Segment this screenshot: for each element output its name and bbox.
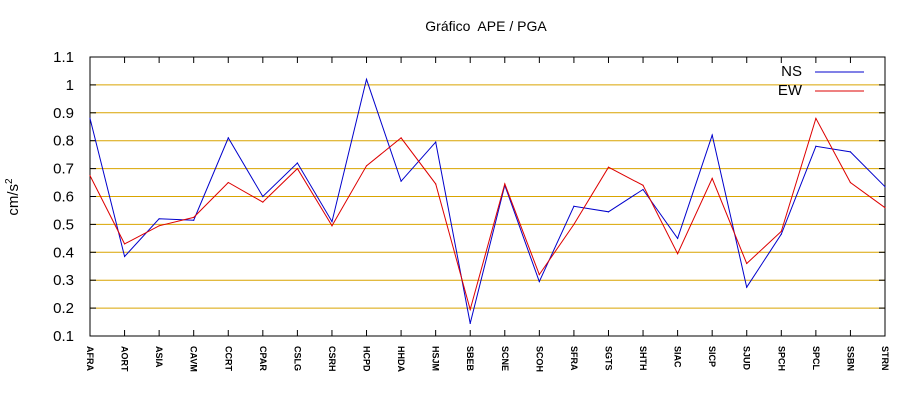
data-point <box>815 117 817 119</box>
data-point <box>296 162 298 164</box>
legend-label-ns: NS <box>781 63 802 80</box>
x-tick-label: CAVM <box>189 346 199 372</box>
x-tick-label: AORT <box>120 346 130 372</box>
x-tick-label: SICP <box>707 346 717 367</box>
x-tick-label: STRN <box>880 346 890 371</box>
data-point <box>331 221 333 223</box>
data-point <box>158 225 160 227</box>
grid-lines <box>90 84 885 309</box>
x-axis-ticks: AFRA AORT ASIA CAVM CCRT CPAR CSLG CSRH HCPD HHDA… <box>85 57 890 372</box>
data-point <box>711 134 713 136</box>
x-tick-label: SPCL <box>811 346 821 371</box>
legend-label-ew: EW <box>778 82 803 99</box>
data-point <box>193 219 195 221</box>
data-point <box>227 181 229 184</box>
x-tick-label: HCPD <box>362 346 372 372</box>
data-point <box>538 280 540 283</box>
data-point <box>435 141 437 143</box>
data-point <box>296 168 298 170</box>
x-tick-label: SSBN <box>845 346 855 371</box>
x-tick-label: SHTH <box>638 346 648 371</box>
data-point <box>815 145 817 147</box>
series-lines <box>89 77 886 325</box>
data-point <box>365 165 368 167</box>
data-point <box>746 262 748 265</box>
data-point <box>677 237 679 239</box>
x-tick-label: CSLG <box>292 346 302 371</box>
data-point <box>469 322 471 325</box>
y-axis-ticks: 0.1 0.2 0.3 0.4 0.5 0.6 0.7 0.8 0.9 1 1.1 <box>53 49 885 345</box>
x-tick-label: SFRA <box>569 346 579 371</box>
data-point <box>158 218 160 220</box>
x-tick-label: ASIA <box>154 346 164 368</box>
x-tick-label: SCOH <box>534 346 544 372</box>
chart-title: Gráfico APE / PGA <box>425 18 547 34</box>
x-tick-label: HHDA <box>396 346 406 372</box>
data-point <box>262 201 264 203</box>
data-point <box>469 308 471 311</box>
y-tick-label: 0.1 <box>53 328 74 345</box>
legend: NS EW <box>778 63 864 99</box>
data-point <box>89 174 91 177</box>
data-point <box>262 195 264 198</box>
y-tick-label: 0.7 <box>53 161 74 178</box>
data-point <box>849 181 852 184</box>
data-point <box>780 233 782 235</box>
data-point <box>642 188 644 191</box>
data-point <box>884 186 886 188</box>
data-point <box>435 183 437 185</box>
y-tick-label: 1.1 <box>53 49 74 66</box>
x-tick-label: SIAC <box>673 346 683 368</box>
x-tick-label: SGTS <box>603 346 613 371</box>
x-tick-label: SBEB <box>465 346 475 372</box>
data-point <box>504 183 506 185</box>
x-tick-label: CPAR <box>258 346 268 371</box>
data-point <box>711 177 713 179</box>
data-point <box>365 78 368 80</box>
x-tick-label: HSJM <box>431 346 441 371</box>
data-point <box>227 137 229 139</box>
y-axis-label-text: cm/s <box>5 184 22 216</box>
y-tick-label: 1 <box>66 77 74 94</box>
data-point <box>573 223 575 225</box>
data-point <box>331 225 333 227</box>
y-tick-label: 0.2 <box>53 300 74 317</box>
data-point <box>884 207 886 209</box>
data-point <box>746 286 748 288</box>
x-tick-label: AFRA <box>85 346 95 371</box>
data-point <box>607 211 610 213</box>
data-point <box>538 274 540 276</box>
data-point <box>780 230 782 232</box>
y-tick-label: 0.8 <box>53 133 74 150</box>
data-point <box>123 255 126 258</box>
data-point <box>193 216 195 219</box>
data-point <box>849 151 852 153</box>
series-line-ew <box>89 117 886 312</box>
data-point <box>642 184 644 186</box>
x-tick-label: SPCH <box>776 346 786 371</box>
data-point <box>123 243 126 245</box>
data-point <box>89 117 91 119</box>
y-axis-label-superscript: 2 <box>4 178 15 184</box>
x-tick-label: CCRT <box>223 346 233 371</box>
data-point <box>573 205 575 207</box>
y-tick-label: 0.3 <box>53 272 74 289</box>
y-tick-label: 0.6 <box>53 189 74 206</box>
y-tick-label: 0.4 <box>53 244 74 261</box>
x-tick-label: CSRH <box>327 346 337 372</box>
y-tick-label: 0.9 <box>53 105 74 122</box>
data-point <box>400 180 402 182</box>
data-point <box>677 253 679 255</box>
series-line-ns <box>89 77 886 324</box>
x-tick-label: SJUD <box>742 346 752 371</box>
y-axis-label: cm/s2 <box>4 178 22 216</box>
x-tick-label: SCNE <box>500 346 510 371</box>
y-tick-label: 0.5 <box>53 216 74 233</box>
data-point <box>607 166 610 168</box>
data-point <box>400 137 402 139</box>
